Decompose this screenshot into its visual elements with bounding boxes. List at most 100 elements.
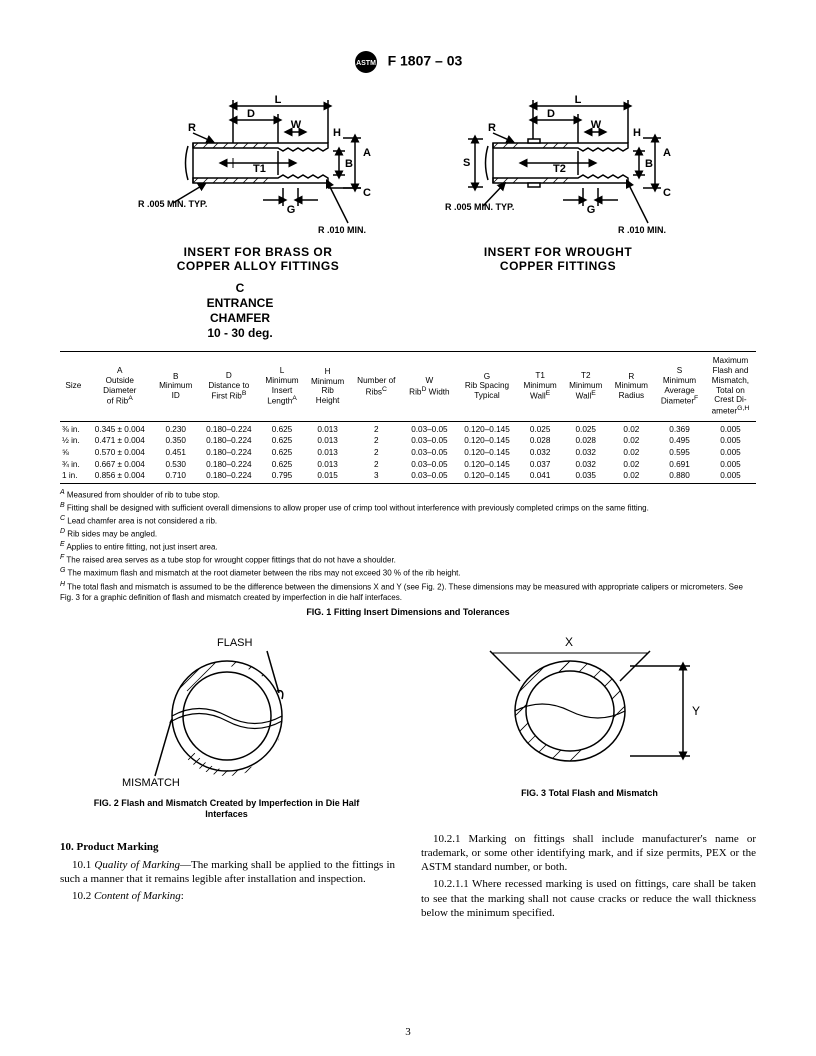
table-row: 1 in.0.856 ± 0.0040.7100.180–0.2240.7950… [60,470,756,484]
table-cell: 0.570 ± 0.004 [87,447,153,459]
table-cell: 0.120–0.145 [457,458,518,470]
table-cell: 0.180–0.224 [199,470,260,484]
table-cell: 2 [350,421,402,435]
fig3-svg: X Y [470,631,710,781]
page-number: 3 [0,1026,816,1038]
table-cell: 2 [350,458,402,470]
table-header: GRib SpacingTypical [457,352,518,422]
table-cell: 0.037 [517,458,563,470]
table-cell: 0.710 [153,470,199,484]
svg-text:W: W [591,119,602,131]
svg-text:S: S [463,157,470,169]
fig2-svg: FLASH MISMATCH [117,631,337,791]
svg-text:D: D [247,108,255,120]
table-cell: 0.180–0.224 [199,447,260,459]
table-header: SMinimumAverageDiameterF [654,352,705,422]
table-cell: 0.795 [259,470,305,484]
svg-text:A: A [663,147,671,159]
table-cell: 0.02 [609,435,655,447]
table-cell: ½ in. [60,435,87,447]
table-cell: 0.625 [259,421,305,435]
diagram-left: L D W R H A B C T1 G R .005 MIN. TYP. R … [133,88,383,273]
table-cell: 0.369 [654,421,705,435]
footnote: A Measured from shoulder of rib to tube … [60,488,756,501]
insert-brass-svg: L D W R H A B C T1 G R .005 MIN. TYP. R … [133,88,383,238]
table-header: Size [60,352,87,422]
svg-text:G: G [587,204,596,216]
table-cell: 0.691 [654,458,705,470]
table-header: DDistance toFirst RibB [199,352,260,422]
table-cell: 0.451 [153,447,199,459]
table-header: MaximumFlash andMismatch,Total onCrest D… [705,352,756,422]
table-cell: 0.03–0.05 [402,435,456,447]
table-cell: 0.035 [563,470,609,484]
table-cell: 0.495 [654,435,705,447]
section-10-heading: 10. Product Marking [60,840,395,854]
table-cell: 0.856 ± 0.004 [87,470,153,484]
table-cell: 0.013 [305,435,351,447]
table-header: AOutsideDiameterof RibA [87,352,153,422]
svg-text:B: B [645,158,653,170]
table-header: HMinimumRibHeight [305,352,351,422]
table-cell: 0.180–0.224 [199,458,260,470]
table-cell: 0.595 [654,447,705,459]
footnote: E Applies to entire fitting, not just in… [60,540,756,553]
svg-text:C: C [363,187,371,199]
table-cell: 0.025 [517,421,563,435]
svg-text:L: L [275,94,282,106]
footnote: B Fitting shall be designed with suffici… [60,501,756,514]
table-cell: 0.028 [563,435,609,447]
table-header: LMinimumInsertLengthA [259,352,305,422]
table-cell: 0.120–0.145 [457,447,518,459]
table-cell: 0.120–0.145 [457,470,518,484]
svg-text:H: H [333,127,341,139]
table-cell: 0.005 [705,458,756,470]
svg-text:R .010 MIN.: R .010 MIN. [318,225,366,235]
table-header: Number ofRibsC [350,352,402,422]
svg-text:R .005 MIN. TYP.: R .005 MIN. TYP. [138,199,207,209]
table-cell: ⅝ [60,447,87,459]
body-text: 10. Product Marking 10.1 Quality of Mark… [60,832,756,921]
svg-text:ASTM: ASTM [356,60,376,67]
table-cell: 0.02 [609,447,655,459]
table-row: ⅜ in.0.345 ± 0.0040.2300.180–0.2240.6250… [60,421,756,435]
table-cell: ¾ in. [60,458,87,470]
table-header: T2MinimumWallE [563,352,609,422]
table-cell: 0.032 [563,458,609,470]
svg-text:T2: T2 [553,163,566,175]
diagram-right: L D W R H A B C T2 G S R .005 MIN. TYP. … [433,88,683,273]
para-10-1: 10.1 Quality of Marking—The marking shal… [60,858,395,887]
fig2-block: FLASH MISMATCH FIG. 2 Flash and Mismatch… [60,631,393,820]
table-cell: 0.005 [705,447,756,459]
para-10-2-1: 10.2.1 Marking on fittings shall include… [421,832,756,875]
table-cell: 0.625 [259,447,305,459]
svg-text:MISMATCH: MISMATCH [122,777,180,789]
svg-text:A: A [363,147,371,159]
insert-wrought-svg: L D W R H A B C T2 G S R .005 MIN. TYP. … [433,88,683,238]
table-cell: 0.120–0.145 [457,435,518,447]
table-row: ¾ in.0.667 ± 0.0040.5300.180–0.2240.6250… [60,458,756,470]
svg-text:X: X [565,635,573,649]
table-header: BMinimumID [153,352,199,422]
table-cell: 0.120–0.145 [457,421,518,435]
table-header: WRibD Width [402,352,456,422]
table-cell: 0.03–0.05 [402,470,456,484]
table-cell: 0.350 [153,435,199,447]
table-cell: 0.02 [609,470,655,484]
table-cell: 0.013 [305,447,351,459]
table-cell: 0.180–0.224 [199,421,260,435]
table-cell: 2 [350,447,402,459]
table-cell: 0.041 [517,470,563,484]
table-cell: 0.667 ± 0.004 [87,458,153,470]
table-footnotes: A Measured from shoulder of rib to tube … [60,488,756,603]
fig3-block: X Y FIG. 3 Total Flash and Mismatch [423,631,756,820]
table-row: ⅝0.570 ± 0.0040.4510.180–0.2240.6250.013… [60,447,756,459]
table-cell: 0.625 [259,435,305,447]
table-cell: 0.015 [305,470,351,484]
diagram-left-caption: INSERT FOR BRASS OR COPPER ALLOY FITTING… [133,245,383,273]
table-cell: 0.471 ± 0.004 [87,435,153,447]
para-10-2: 10.2 Content of Marking: [60,889,395,903]
table-cell: 1 in. [60,470,87,484]
table-cell: ⅜ in. [60,421,87,435]
para-10-2-1-1: 10.2.1.1 Where recessed marking is used … [421,877,756,920]
